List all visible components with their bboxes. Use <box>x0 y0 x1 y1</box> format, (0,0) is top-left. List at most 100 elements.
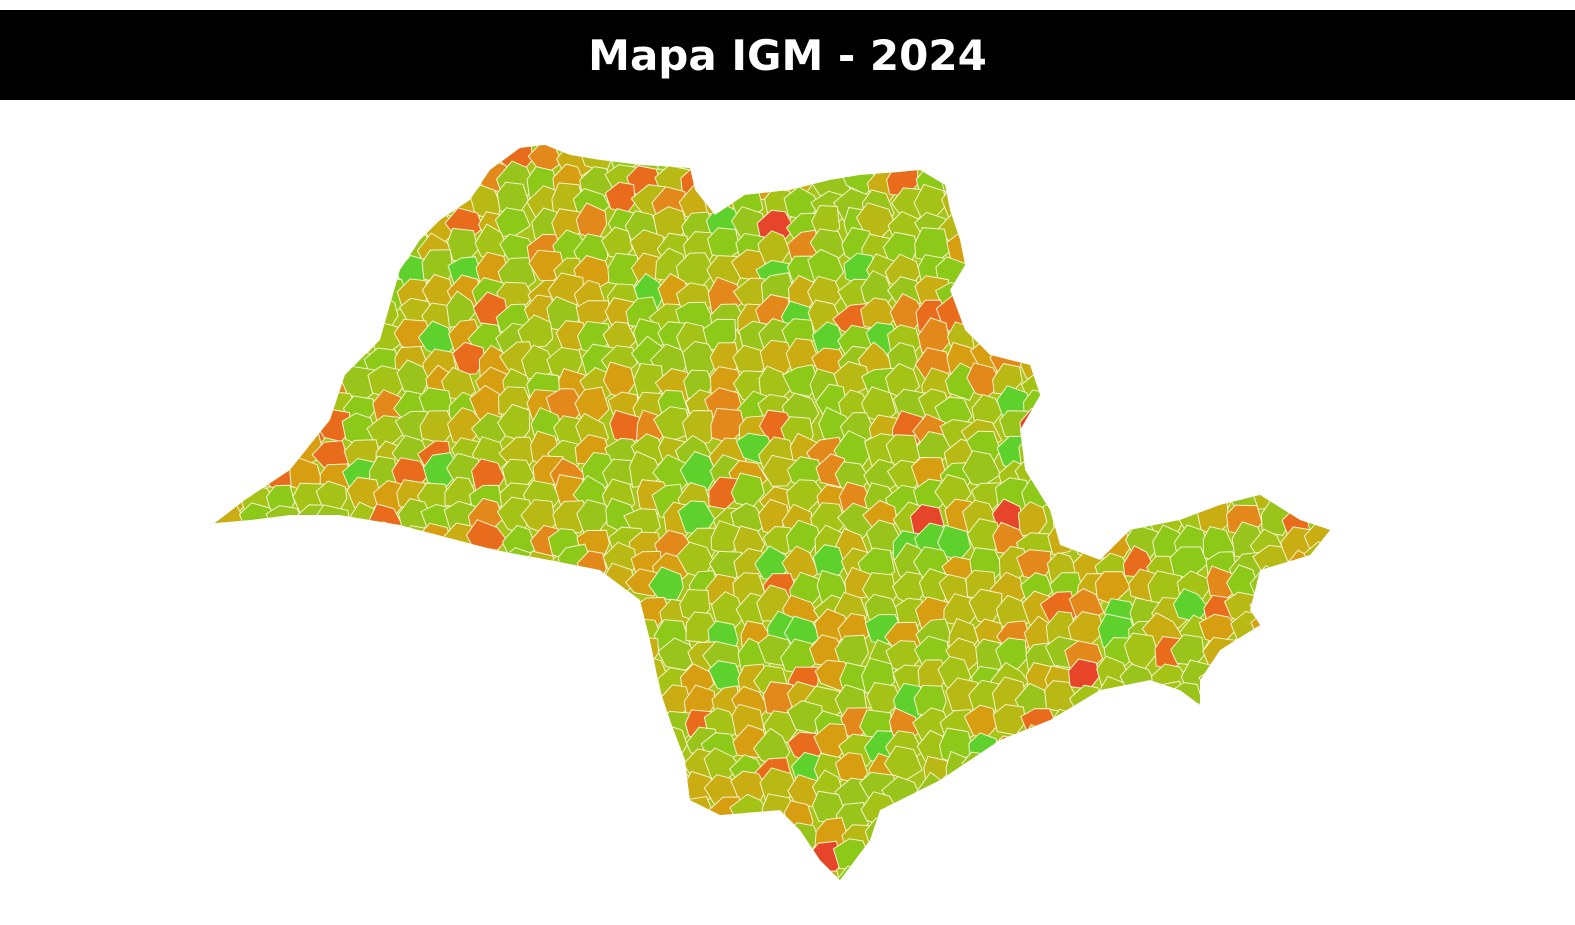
municipality <box>636 863 670 880</box>
municipality <box>968 820 1005 853</box>
municipality <box>294 608 326 645</box>
municipality <box>493 727 529 765</box>
municipality <box>374 595 408 635</box>
municipality <box>629 687 663 723</box>
municipality <box>268 235 300 274</box>
municipality <box>969 297 999 332</box>
municipality <box>1150 363 1187 400</box>
municipality <box>1303 840 1330 874</box>
municipality <box>578 660 617 693</box>
municipality <box>1201 726 1237 759</box>
municipality <box>427 182 459 217</box>
municipality <box>727 863 764 880</box>
municipality <box>626 769 665 805</box>
municipality <box>708 845 741 876</box>
municipality <box>992 891 1024 924</box>
municipality <box>963 838 1004 869</box>
municipality <box>1205 767 1241 806</box>
municipality <box>1169 371 1210 400</box>
municipality <box>1019 345 1057 383</box>
municipality <box>370 817 406 855</box>
municipality <box>1277 297 1312 330</box>
municipality <box>1226 367 1259 398</box>
municipality <box>1201 801 1240 836</box>
municipality <box>468 749 506 784</box>
municipality <box>1146 280 1185 317</box>
municipality <box>1227 435 1260 465</box>
municipality <box>476 887 508 922</box>
municipality <box>1195 842 1234 879</box>
municipality <box>501 841 535 878</box>
municipality <box>1334 554 1368 582</box>
municipality <box>519 681 560 716</box>
municipality <box>1019 234 1050 266</box>
municipality <box>366 776 401 810</box>
municipality <box>1097 210 1132 243</box>
municipality <box>270 350 303 382</box>
municipality <box>551 797 589 832</box>
municipality <box>266 793 302 830</box>
municipality <box>605 700 643 738</box>
municipality <box>314 550 346 583</box>
municipality <box>709 145 746 148</box>
municipality <box>1178 391 1218 428</box>
municipality <box>605 844 644 876</box>
municipality <box>1000 745 1034 779</box>
municipality <box>215 637 222 671</box>
municipality <box>676 862 716 880</box>
municipality <box>398 595 438 629</box>
municipality <box>347 748 382 787</box>
municipality <box>1091 768 1126 807</box>
municipality <box>313 750 352 781</box>
municipality <box>520 864 559 880</box>
municipality <box>215 824 224 859</box>
municipality <box>1174 164 1213 199</box>
municipality <box>1100 323 1134 360</box>
municipality <box>217 234 251 266</box>
municipality <box>520 702 559 736</box>
municipality <box>373 230 406 267</box>
municipality <box>1150 163 1185 195</box>
municipality <box>681 842 717 880</box>
municipality <box>215 545 249 579</box>
municipality <box>291 700 326 735</box>
municipality <box>314 771 354 813</box>
municipality <box>990 297 1022 335</box>
municipality <box>518 728 558 761</box>
municipality <box>634 145 669 159</box>
municipality <box>1068 431 1103 465</box>
municipality <box>398 644 436 676</box>
municipality <box>365 754 402 788</box>
municipality <box>1153 701 1191 737</box>
municipality <box>1075 145 1110 152</box>
municipality <box>262 272 298 310</box>
municipality <box>426 710 461 741</box>
municipality <box>1121 412 1157 453</box>
municipality <box>938 841 978 873</box>
municipality <box>1333 160 1368 195</box>
municipality <box>968 160 1002 193</box>
municipality <box>970 271 1001 307</box>
municipality <box>238 790 272 829</box>
municipality <box>656 884 686 919</box>
municipality <box>917 145 951 152</box>
municipality <box>1251 867 1289 880</box>
municipality <box>1072 869 1104 880</box>
municipality <box>574 731 617 765</box>
municipality <box>1255 755 1291 788</box>
municipality <box>1126 745 1162 783</box>
municipality <box>1307 573 1330 608</box>
municipality <box>286 565 328 604</box>
municipality <box>288 821 323 854</box>
municipality <box>214 886 253 918</box>
municipality <box>215 388 248 426</box>
municipality <box>1177 478 1213 510</box>
municipality <box>732 840 771 879</box>
municipality <box>548 586 583 624</box>
municipality <box>602 688 639 725</box>
municipality <box>393 790 433 826</box>
municipality <box>1177 145 1215 171</box>
municipality <box>346 187 384 221</box>
municipality <box>1047 338 1078 376</box>
municipality <box>971 887 1001 920</box>
